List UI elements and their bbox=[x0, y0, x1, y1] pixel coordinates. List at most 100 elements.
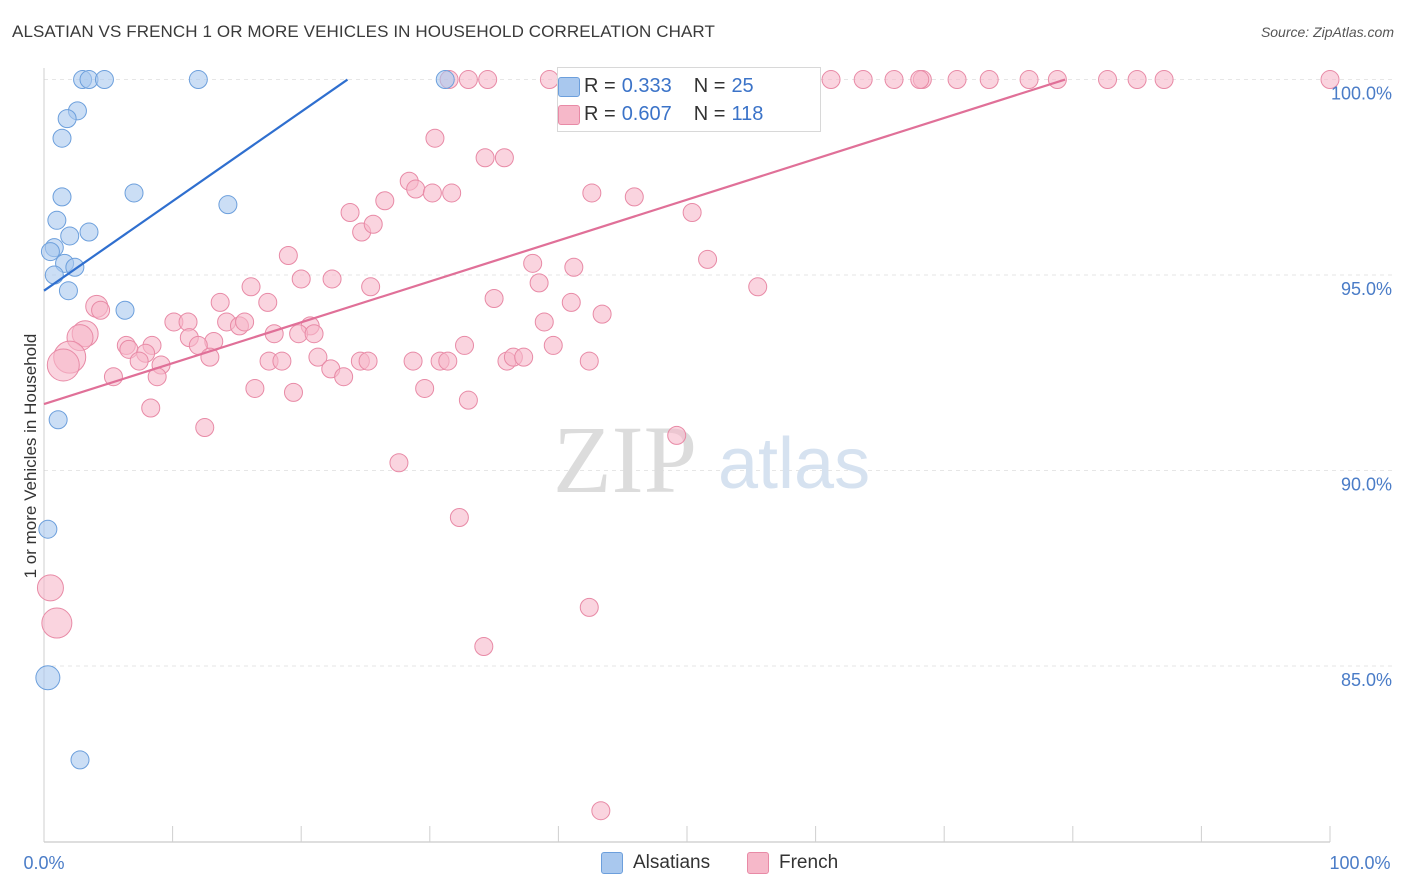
alsatian-point bbox=[218, 195, 238, 215]
french-point bbox=[1098, 70, 1118, 90]
french-point bbox=[561, 292, 581, 312]
alsatians-trend-line bbox=[43, 78, 349, 292]
y-tick-label: 100.0% bbox=[1331, 84, 1392, 104]
french-point bbox=[425, 128, 445, 148]
french-point bbox=[484, 289, 504, 309]
alsatian-point bbox=[35, 665, 61, 691]
trend-lines bbox=[43, 78, 1066, 406]
legend-item-alsatians[interactable]: Alsatians bbox=[601, 852, 710, 874]
french-point bbox=[514, 347, 534, 367]
r-label: R = bbox=[584, 74, 616, 97]
french-point bbox=[278, 246, 298, 265]
french-point bbox=[449, 507, 469, 527]
alsatian-point bbox=[60, 226, 80, 246]
french-point bbox=[304, 324, 324, 344]
french-point bbox=[358, 351, 378, 371]
french-point bbox=[884, 70, 904, 90]
alsatian-point bbox=[38, 519, 58, 539]
french-point bbox=[523, 253, 543, 273]
french-point bbox=[529, 273, 549, 293]
alsatian-point bbox=[58, 281, 78, 301]
french-point bbox=[458, 390, 478, 410]
chart-title: ALSATIAN VS FRENCH 1 OR MORE VEHICLES IN… bbox=[12, 22, 715, 41]
french-point bbox=[210, 292, 230, 312]
french-point bbox=[1320, 70, 1340, 90]
french-point bbox=[389, 453, 409, 473]
legend-row-alsatians: R = 0.333 N = 25 bbox=[558, 73, 776, 99]
french-legend-swatch bbox=[747, 852, 769, 874]
french-point bbox=[235, 312, 255, 332]
french-point bbox=[579, 597, 599, 617]
tick-labels: 85.0% 90.0% 95.0% 100.0% 0.0% 100.0% bbox=[23, 84, 1392, 873]
french-point bbox=[258, 292, 278, 312]
correlation-legend: R = 0.333 N = 25 R = 0.607 N = 118 bbox=[557, 67, 821, 132]
french-point bbox=[592, 304, 612, 324]
french-point bbox=[283, 382, 303, 402]
french-point bbox=[375, 191, 395, 211]
alsatian-point bbox=[48, 410, 68, 430]
french-point bbox=[291, 269, 311, 289]
n-label: N = bbox=[693, 102, 726, 125]
series-legend: Alsatians French bbox=[0, 852, 1406, 878]
alsatian-point bbox=[115, 300, 135, 320]
alsatian-point bbox=[70, 750, 90, 770]
french-point bbox=[591, 801, 611, 821]
french-point bbox=[748, 277, 768, 297]
alsatians-legend-label: Alsatians bbox=[633, 852, 711, 873]
french-point bbox=[406, 179, 426, 199]
gridlines bbox=[44, 79, 1392, 667]
french-point bbox=[853, 70, 873, 90]
french-point bbox=[241, 277, 261, 297]
french-point bbox=[667, 425, 687, 445]
french-point bbox=[308, 347, 328, 367]
french-point bbox=[1127, 70, 1147, 90]
french-point bbox=[322, 269, 342, 289]
data-points bbox=[35, 70, 1340, 821]
french-point bbox=[979, 70, 999, 90]
french-point bbox=[579, 351, 599, 371]
source-credit: Source: ZipAtlas.com bbox=[1260, 24, 1394, 40]
french-point bbox=[455, 335, 475, 355]
watermark-zip: ZIP bbox=[553, 406, 697, 513]
french-point bbox=[91, 300, 111, 320]
french-point bbox=[1154, 70, 1174, 90]
french-point bbox=[334, 367, 354, 387]
alsatian-point bbox=[52, 187, 72, 207]
alsatian-point bbox=[40, 242, 60, 262]
french-r-value: 0.607 bbox=[621, 102, 672, 125]
y-tick-label: 90.0% bbox=[1341, 475, 1392, 495]
french-n-value: 118 bbox=[731, 102, 764, 125]
french-point bbox=[340, 202, 360, 222]
french-point bbox=[564, 257, 584, 277]
french-point bbox=[682, 202, 702, 222]
french-point bbox=[821, 70, 841, 90]
french-point bbox=[403, 351, 423, 371]
french-point bbox=[1019, 70, 1039, 90]
french-trend-line bbox=[43, 78, 1066, 406]
alsatians-swatch bbox=[558, 77, 580, 97]
watermark: ZIP atlas bbox=[553, 406, 870, 513]
french-point bbox=[36, 574, 64, 602]
french-point bbox=[494, 148, 514, 168]
french-point bbox=[361, 277, 381, 297]
french-point bbox=[46, 348, 80, 382]
french-point bbox=[474, 637, 494, 656]
alsatian-point bbox=[435, 70, 455, 90]
french-point bbox=[442, 183, 462, 203]
french-point bbox=[910, 70, 930, 90]
french-point bbox=[947, 70, 967, 90]
alsatian-point bbox=[188, 70, 208, 90]
french-point bbox=[438, 351, 458, 371]
french-point bbox=[534, 312, 554, 332]
legend-item-french[interactable]: French bbox=[747, 852, 838, 874]
french-point bbox=[543, 335, 563, 355]
y-axis-label: 1 or more Vehicles in Household bbox=[21, 334, 40, 579]
legend-row-french: R = 0.607 N = 118 bbox=[558, 101, 785, 127]
french-point bbox=[422, 183, 442, 203]
french-point bbox=[272, 351, 292, 371]
n-label: N = bbox=[693, 74, 726, 97]
y-tick-label: 85.0% bbox=[1341, 670, 1392, 690]
axes bbox=[43, 68, 1331, 843]
alsatians-r-value: 0.333 bbox=[621, 74, 672, 97]
